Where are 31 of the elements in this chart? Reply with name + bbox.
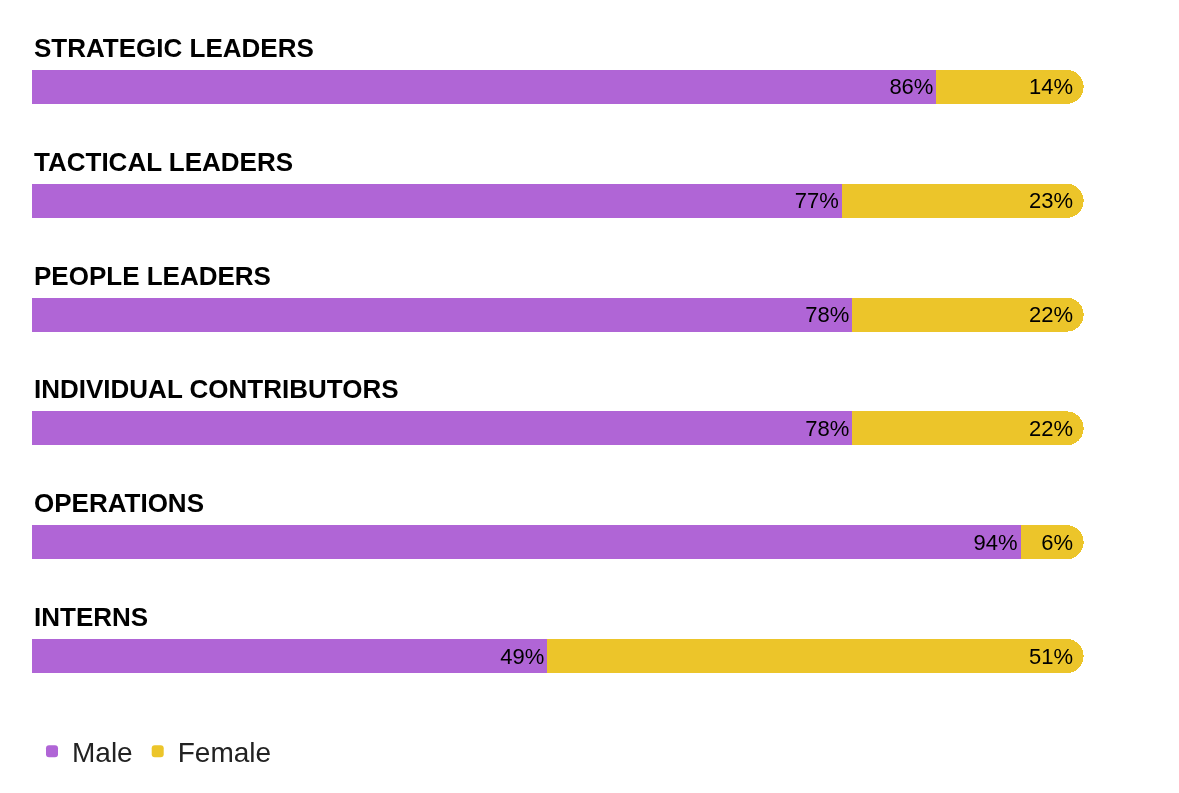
y-tick-label: INDIVIDUAL CONTRIBUTORS: [34, 374, 399, 404]
bar: [32, 69, 937, 104]
data-label: 49%: [500, 643, 545, 669]
bar: [32, 639, 548, 674]
data-label: 23%: [1029, 188, 1074, 214]
bar: [32, 525, 1021, 560]
legend-label: Male: [72, 737, 133, 769]
data-label: 77%: [794, 188, 839, 214]
bar: [547, 639, 1084, 674]
bar: [852, 297, 1084, 332]
y-tick-label: PEOPLE LEADERS: [34, 261, 271, 291]
bar: [852, 411, 1084, 446]
data-label: 94%: [973, 529, 1018, 555]
y-tick-label: INTERNS: [34, 602, 149, 632]
bar: [32, 411, 853, 446]
bar: [841, 183, 1084, 218]
data-label: 22%: [1029, 415, 1074, 441]
data-label: 51%: [1029, 643, 1074, 669]
bar: [32, 297, 853, 332]
y-tick-label: TACTICAL LEADERS: [34, 147, 294, 177]
data-label: 86%: [889, 74, 934, 100]
data-label: 22%: [1029, 302, 1074, 328]
data-label: 6%: [1041, 529, 1074, 555]
bar: [32, 183, 842, 218]
legend-label: Female: [177, 737, 272, 769]
y-tick-label: OPERATIONS: [34, 488, 204, 518]
data-label: 14%: [1029, 74, 1074, 100]
y-tick-label: STRATEGIC LEADERS: [34, 33, 314, 63]
data-label: 78%: [805, 302, 850, 328]
data-label: 78%: [805, 415, 850, 441]
bar: [936, 69, 1084, 104]
